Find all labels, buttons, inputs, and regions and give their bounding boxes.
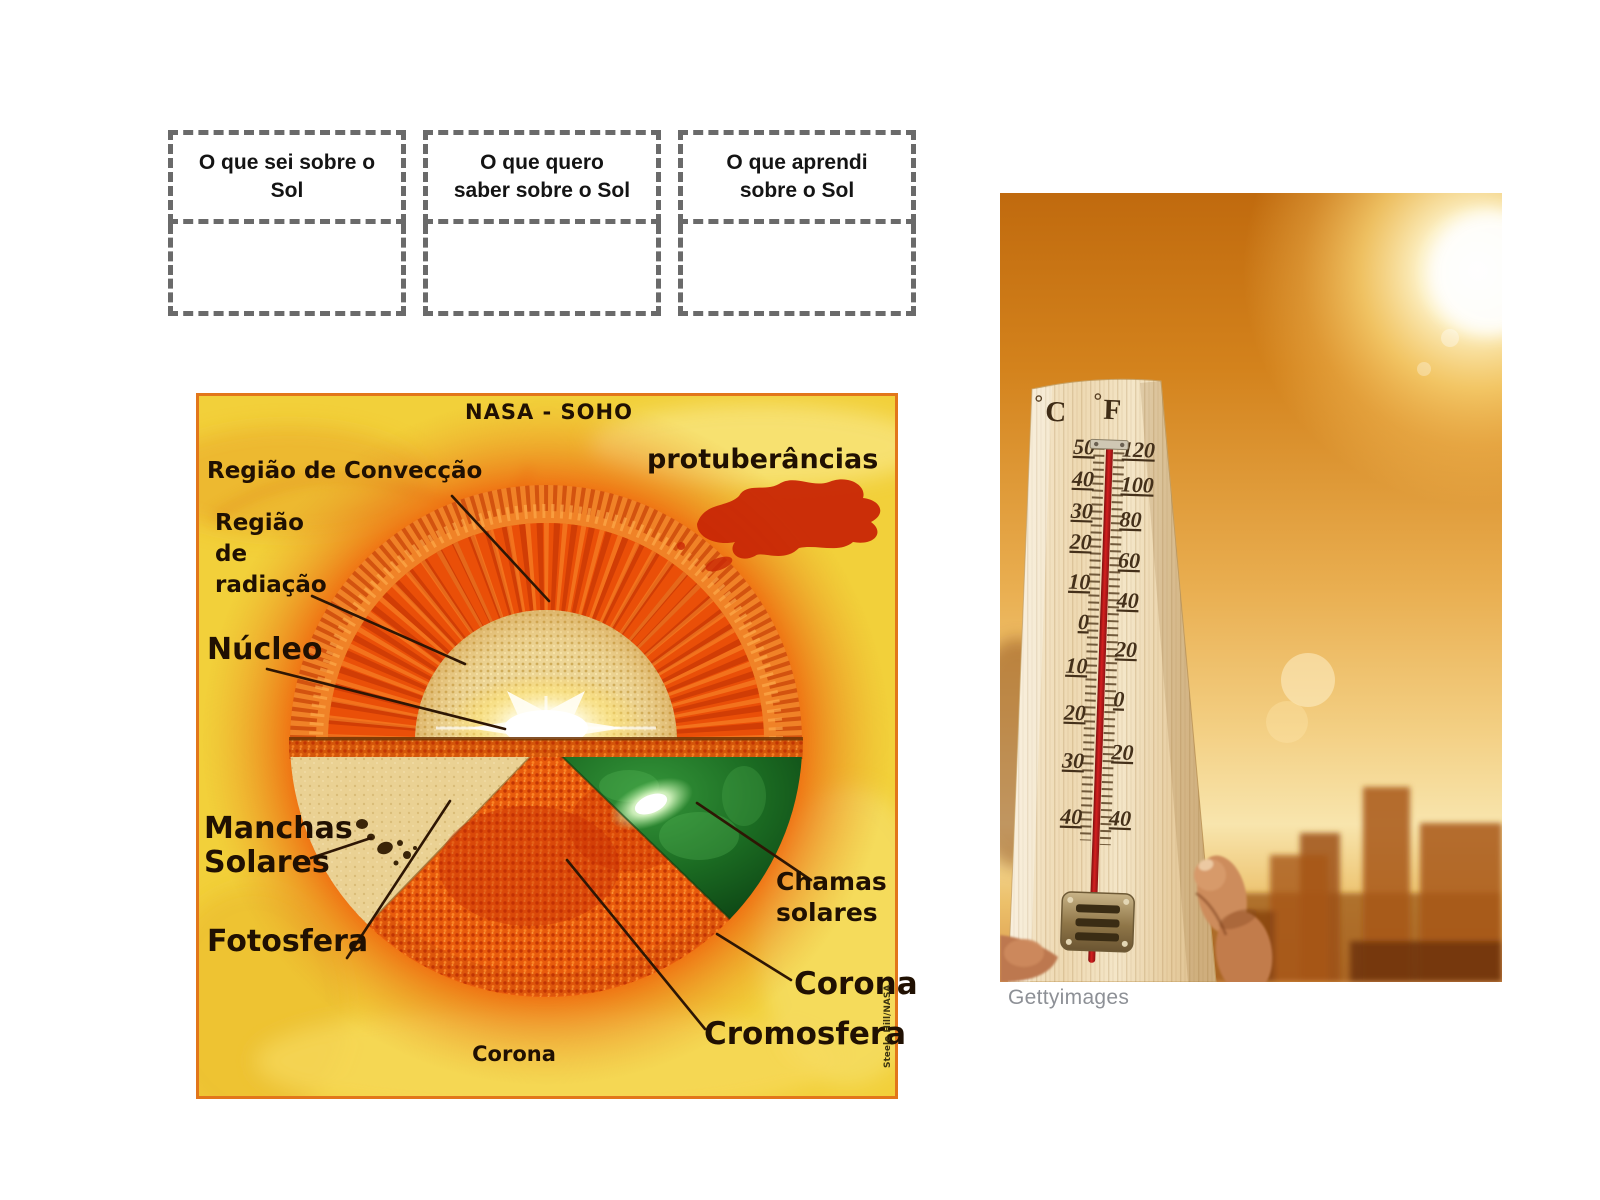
c-tick-0: 0 [1078, 609, 1090, 634]
f-tick-0: 0 [1113, 686, 1125, 711]
lens-flares [1266, 329, 1459, 743]
label-manchas-line1: Manchas [204, 811, 353, 846]
label-chamas-solares: Chamas solares [776, 866, 887, 928]
f-tick-20: 20 [1114, 636, 1138, 662]
line-chamas [695, 801, 813, 882]
thermometer-scale: C F 50 40 30 20 10 0 10 20 30 40 120 100 [1035, 393, 1156, 963]
sun-hotspot [1428, 211, 1502, 335]
line-conveccao [450, 494, 551, 603]
kwl-answer-cell-learned[interactable] [678, 224, 916, 316]
c-tick-30: 30 [1069, 498, 1093, 524]
degree-symbol-c [1035, 395, 1043, 402]
f-tick-40: 40 [1115, 587, 1139, 613]
mercury-top-clip [1089, 438, 1129, 451]
line-fotosfera [345, 799, 452, 960]
bottom-bracket [1060, 891, 1135, 953]
image-credit: Steele Hill/NASA [883, 984, 893, 1068]
photo-caption: Gettyimages [1008, 986, 1130, 1009]
c-tick-m40: 40 [1059, 803, 1083, 829]
solar-flare-wedge [561, 757, 802, 920]
line-corona [715, 932, 793, 982]
degree-symbol-f [1094, 393, 1102, 400]
line-manchas [309, 836, 373, 860]
sun-diagram-art [199, 396, 895, 1096]
celsius-numbers: 50 40 30 20 10 0 10 20 30 40 [1059, 434, 1096, 830]
kwl-answer-cell-know[interactable] [168, 224, 406, 316]
line-nucleo [265, 667, 507, 731]
fingernail [1198, 859, 1214, 871]
c-tick-20: 20 [1068, 529, 1092, 555]
label-fotosfera: Fotosfera [207, 924, 369, 959]
fahrenheit-numbers: 120 100 80 60 40 20 0 20 40 [1108, 436, 1156, 831]
sun-structure-diagram: NASA - SOHO protuberâncias Região de Con… [196, 393, 918, 1099]
kwl-header-know: O que sei sobre o Sol [168, 130, 406, 224]
thermometer-board [1007, 378, 1217, 982]
fahrenheit-letter: F [1103, 394, 1122, 427]
label-protuberancias: protuberâncias [647, 444, 879, 475]
label-corona-bottom: Corona [472, 1042, 556, 1066]
equator-cut-band [289, 737, 803, 759]
c-tick-10: 10 [1068, 569, 1091, 595]
f-tick-m40: 40 [1108, 805, 1132, 831]
callout-lines [265, 494, 813, 1031]
kwl-header-learned: O que aprendi sobre o Sol [678, 130, 916, 224]
line-cromosfera [565, 858, 707, 1031]
c-tick-50: 50 [1073, 434, 1096, 460]
c-tick-m10: 10 [1065, 653, 1088, 679]
sunspots [356, 819, 417, 866]
label-regiao-radiacao: Região de radiação [215, 508, 327, 601]
prominence-shape [677, 479, 881, 572]
label-manchas-solares: Manchas Solares [204, 812, 353, 880]
line-radiacao [310, 594, 467, 666]
label-regiao-conveccao: Região de Convecção [207, 458, 483, 484]
hand [1000, 855, 1273, 982]
sun-lower-hemisphere [290, 757, 802, 998]
c-tick-40: 40 [1071, 466, 1095, 492]
kwl-header-want: O que quero saber sobre o Sol [423, 130, 661, 224]
c-tick-m20: 20 [1062, 700, 1086, 726]
c-tick-m30: 30 [1061, 748, 1085, 774]
mercury-column [1088, 440, 1114, 963]
f-tick-60: 60 [1118, 547, 1141, 573]
thermometer-photo-art: C F 50 40 30 20 10 0 10 20 30 40 120 100 [1000, 193, 1502, 982]
label-nucleo: Núcleo [207, 632, 323, 667]
celsius-letter: C [1045, 396, 1067, 429]
f-tick-80: 80 [1119, 506, 1142, 532]
diagram-title: NASA - SOHO [465, 400, 633, 424]
f-tick-100: 100 [1120, 471, 1154, 497]
f-tick-m20: 20 [1110, 739, 1134, 765]
label-chamas-line1: Chamas [776, 867, 887, 896]
thermometer-photo: C F 50 40 30 20 10 0 10 20 30 40 120 100 [1000, 193, 1502, 982]
label-corona-right: Corona [794, 966, 918, 1002]
kwl-table: O que sei sobre o Sol O que quero saber … [168, 130, 916, 316]
sun-upper-interior [290, 485, 802, 741]
label-regiao-radiacao-line3: radiação [215, 572, 327, 598]
kwl-answer-cell-want[interactable] [423, 224, 661, 316]
label-regiao-radiacao-line2: de [215, 541, 248, 567]
label-cromosfera: Cromosfera [704, 1016, 907, 1052]
label-regiao-radiacao-line1: Região [215, 510, 304, 536]
label-manchas-line2: Solares [204, 845, 330, 880]
label-chamas-line2: solares [776, 898, 878, 927]
